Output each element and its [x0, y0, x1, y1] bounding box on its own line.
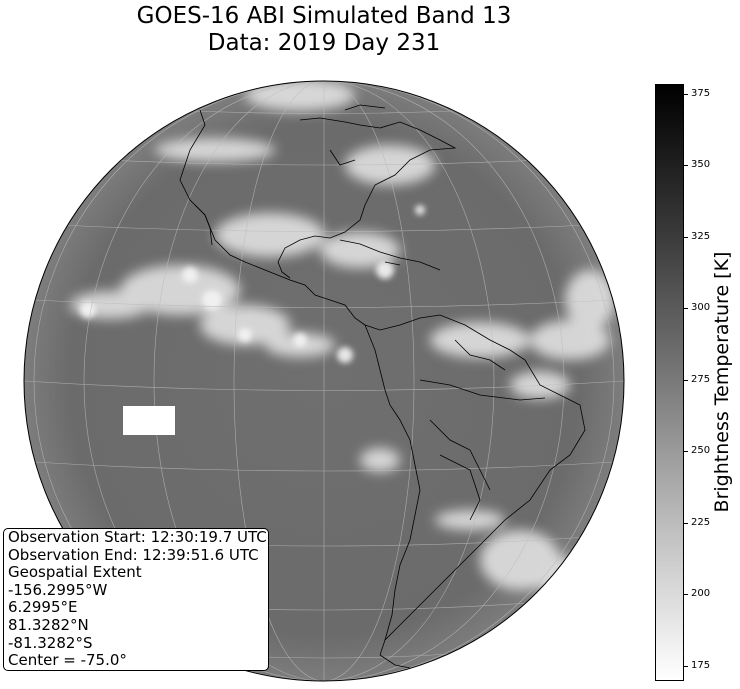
chart-title-line1: GOES-16 ABI Simulated Band 13	[136, 3, 512, 29]
info-line-north: 81.3282°N	[8, 615, 89, 634]
info-line-south: -81.3282°S	[8, 633, 93, 652]
info-line-obs-start: Observation Start: 12:30:19.7 UTC	[8, 528, 267, 546]
info-line-east: 6.2995°E	[8, 598, 78, 617]
colorbar-tick-label: 200	[691, 588, 711, 600]
colorbar-tick-mark	[684, 522, 688, 524]
colorbar-tick-label: 250	[691, 445, 711, 457]
colorbar-tick-label: 175	[691, 659, 711, 671]
bright-cloud-cores	[80, 205, 425, 363]
colorbar-tick-label: 375	[691, 87, 711, 99]
info-line-extent-heading: Geospatial Extent	[8, 563, 142, 582]
chart-title: GOES-16 ABI Simulated Band 13 Data: 2019…	[0, 3, 648, 57]
colorbar-tick-mark	[684, 379, 688, 381]
info-line-obs-end: Observation End: 12:39:51.6 UTC	[8, 545, 259, 564]
colorbar-tick-label: 225	[691, 516, 711, 528]
colorbar-tick-mark	[684, 236, 688, 238]
colorbar-tick-mark	[684, 451, 688, 453]
info-line-center: Center = -75.0°	[8, 651, 127, 670]
colorbar-tick-mark	[684, 93, 688, 95]
colorbar-tick-label: 275	[691, 373, 711, 385]
coastlines	[179, 104, 586, 669]
colorbar-tick-mark	[684, 594, 688, 596]
south-america-coast	[364, 314, 586, 656]
colorbar-tick-mark	[684, 308, 688, 310]
info-line-west: -156.2995°W	[8, 580, 108, 599]
north-america-coast	[179, 109, 366, 326]
colorbar-tick-mark	[684, 165, 688, 167]
missing-data-patch	[123, 406, 175, 435]
colorbar-tick-mark	[684, 665, 688, 667]
colorbar-tick-label: 325	[691, 230, 711, 242]
chart-title-line2: Data: 2019 Day 231	[207, 30, 441, 56]
caribbean-islands	[339, 239, 441, 271]
colorbar	[655, 84, 684, 681]
colorbar-tick-label: 300	[691, 302, 711, 314]
observation-info-box: Observation Start: 12:30:19.7 UTC Observ…	[3, 528, 269, 671]
colorbar-label: Brightness Temperature [K]	[711, 251, 733, 513]
colorbar-tick-label: 350	[691, 159, 711, 171]
